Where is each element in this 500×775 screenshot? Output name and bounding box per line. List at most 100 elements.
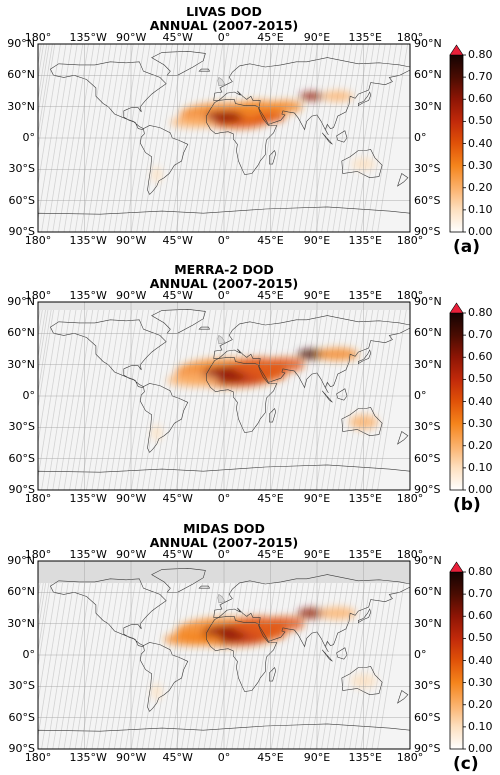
lon-tick-label: 0° <box>217 548 231 561</box>
panel-title: MIDAS DOD <box>183 521 265 536</box>
lat-tick-label: 90°S <box>414 483 441 496</box>
colorbar-tick-label: 0.20 <box>468 180 493 194</box>
lon-tick-label: 135°E <box>348 31 382 44</box>
lat-tick-label: 60°N <box>414 585 442 599</box>
panel-subtitle: ANNUAL (2007-2015) <box>149 18 299 33</box>
colorbar-tick-label: 0.20 <box>468 438 493 452</box>
lon-tick-label: 0° <box>217 751 231 764</box>
colorbar-tick-label: 0.70 <box>468 328 493 342</box>
lat-tick-label: 30°N <box>414 357 442 371</box>
colorbar-tick-label: 0.30 <box>468 158 493 172</box>
lat-tick-label: 0° <box>22 648 36 661</box>
lon-tick-label: 90°W <box>116 31 147 44</box>
lon-tick-label: 45°E <box>257 492 284 505</box>
lat-tick-label: 30°N <box>414 99 442 113</box>
colorbar-tick-label: 0.80 <box>468 565 493 578</box>
panel-letter: (a) <box>453 237 481 257</box>
colorbar-extend-arrow <box>449 44 464 56</box>
panel-title: MERRA-2 DOD <box>174 262 274 277</box>
colorbar-tick-label: 0.20 <box>468 697 493 711</box>
lon-tick-label: 90°W <box>116 289 147 302</box>
lon-tick-label: 90°W <box>116 234 147 247</box>
lon-tick-label: 90°W <box>116 548 147 561</box>
lon-tick-label: 45°W <box>162 492 193 505</box>
lat-tick-label: 90°N <box>414 554 442 567</box>
colorbar <box>449 44 466 233</box>
lon-tick-label: 135°E <box>348 289 382 302</box>
lat-tick-label: 30°S <box>8 162 35 176</box>
lon-tick-label: 45°W <box>162 289 193 302</box>
lon-tick-label: 180° <box>396 234 424 247</box>
lat-tick-label: 0° <box>414 131 427 144</box>
colorbar-tick-label: 0.30 <box>468 416 493 430</box>
lat-tick-label: 90°N <box>7 295 35 308</box>
dust-map <box>37 43 411 233</box>
map-panel-b: MERRA-2 DOD ANNUAL (2007-2015) 180° 180° 135… <box>0 258 500 516</box>
lon-tick-label: 135°W <box>69 234 107 247</box>
colorbar-tick-label: 0.60 <box>468 609 493 623</box>
graticule <box>38 561 410 749</box>
lat-tick-label: 90°N <box>7 37 35 50</box>
lon-tick-label: 180° <box>24 234 52 247</box>
lon-tick-label: 135°W <box>69 31 107 44</box>
lon-tick-label: 45°W <box>162 751 193 764</box>
lon-tick-label: 0° <box>217 31 231 44</box>
colorbar-tick-label: 0.50 <box>468 631 493 645</box>
colorbar-tick-label: 0.00 <box>468 742 493 755</box>
lon-tick-label: 45°W <box>162 548 193 561</box>
lon-tick-label: 135°W <box>69 751 107 764</box>
colorbar-tick-label: 0.70 <box>468 587 493 601</box>
lon-tick-label: 0° <box>217 492 231 505</box>
colorbar-tick-label: 0.40 <box>468 653 493 667</box>
lat-tick-label: 60°S <box>8 451 35 465</box>
colorbar-tick-label: 0.80 <box>468 306 493 319</box>
colorbar-tick-label: 0.00 <box>468 225 493 238</box>
lon-tick-label: 180° <box>396 289 424 302</box>
lon-tick-label: 45°W <box>162 234 193 247</box>
lat-tick-label: 60°N <box>7 68 35 82</box>
lat-tick-label: 90°N <box>414 295 442 308</box>
lat-tick-label: 90°S <box>8 742 35 755</box>
lon-tick-label: 90°E <box>303 31 331 44</box>
panel-title: LIVAS DOD <box>186 4 262 19</box>
lon-tick-label: 45°E <box>257 234 284 247</box>
panel-letter: (b) <box>453 495 481 515</box>
lon-tick-label: 0° <box>217 234 231 247</box>
colorbar-tick-label: 0.60 <box>468 92 493 106</box>
lat-tick-label: 0° <box>22 389 36 402</box>
dust-optical-depth-field <box>151 347 378 441</box>
lon-tick-label: 135°E <box>348 492 382 505</box>
colorbar-tick-label: 0.60 <box>468 350 493 364</box>
lat-tick-label: 30°S <box>414 679 441 693</box>
lat-tick-label: 30°N <box>7 99 35 113</box>
lat-tick-label: 60°S <box>414 451 441 465</box>
lat-tick-label: 60°S <box>8 710 35 724</box>
map-frame <box>37 560 411 750</box>
lon-tick-label: 180° <box>24 751 52 764</box>
lat-tick-label: 90°S <box>414 742 441 755</box>
map-frame <box>37 43 411 233</box>
lat-tick-label: 60°S <box>414 193 441 207</box>
lon-tick-label: 90°E <box>303 289 331 302</box>
colorbar-tick-label: 0.30 <box>468 675 493 689</box>
lon-tick-label: 45°E <box>257 31 284 44</box>
lat-tick-label: 60°S <box>414 710 441 724</box>
lon-tick-label: 180° <box>24 289 52 302</box>
colorbar-tick-label: 0.80 <box>468 48 493 61</box>
colorbar <box>449 561 466 750</box>
lat-tick-label: 30°N <box>7 616 35 630</box>
lat-tick-label: 90°S <box>8 225 35 238</box>
graticule <box>38 302 410 490</box>
lon-tick-label: 90°W <box>116 492 147 505</box>
lon-tick-label: 90°E <box>303 548 331 561</box>
colorbar-tick-label: 0.70 <box>468 70 493 84</box>
map-panel-c: MIDAS DOD ANNUAL (2007-2015) 180° 180° 135°W… <box>0 517 500 775</box>
colorbar-tick-label: 0.00 <box>468 483 493 496</box>
lon-tick-label: 135°W <box>69 548 107 561</box>
panel-subtitle: ANNUAL (2007-2015) <box>149 535 299 550</box>
lat-tick-label: 60°N <box>414 326 442 340</box>
lat-tick-label: 90°S <box>414 225 441 238</box>
lat-tick-label: 30°N <box>414 616 442 630</box>
lat-tick-label: 90°N <box>7 554 35 567</box>
dust-map <box>37 301 411 491</box>
